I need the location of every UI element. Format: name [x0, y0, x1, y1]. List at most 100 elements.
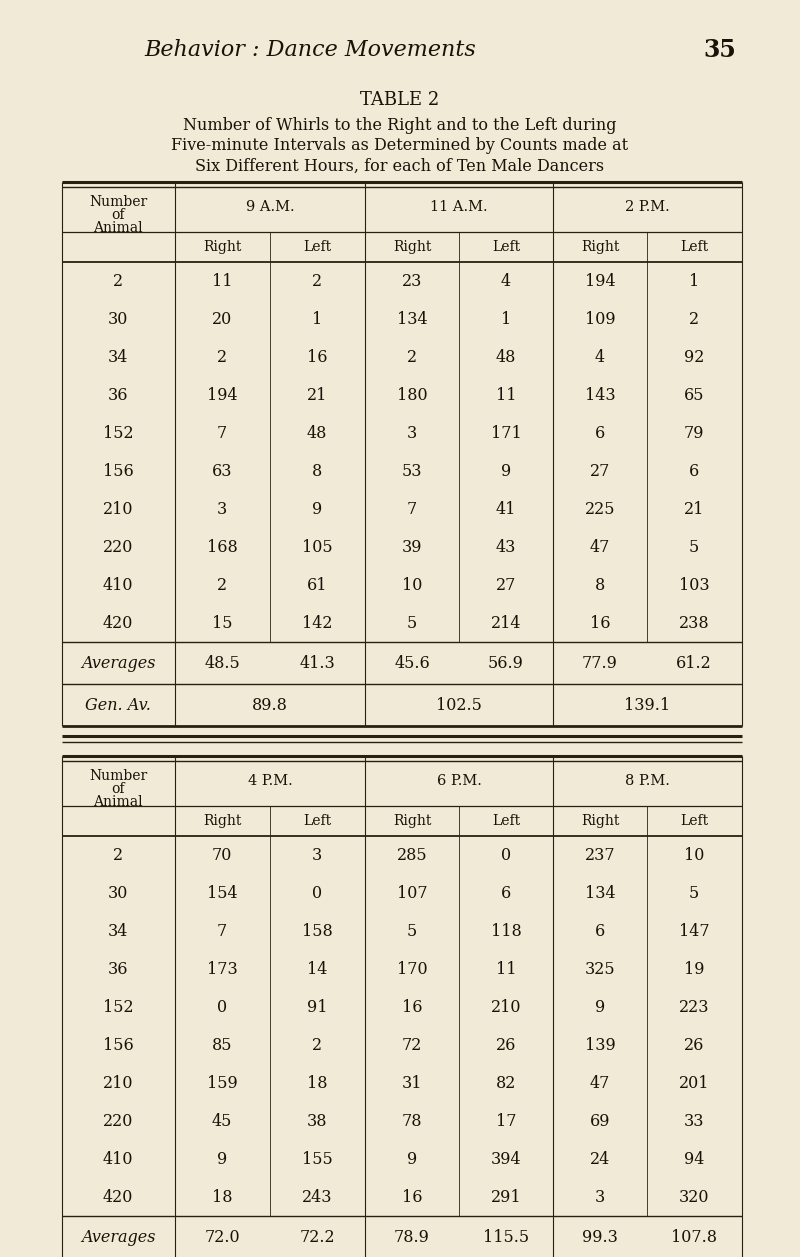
Text: TABLE 2: TABLE 2 [360, 91, 440, 109]
Text: 154: 154 [206, 885, 238, 901]
Text: 103: 103 [678, 577, 710, 593]
Text: 79: 79 [684, 425, 704, 441]
Text: 201: 201 [678, 1075, 710, 1091]
Text: 47: 47 [590, 538, 610, 556]
Text: 2: 2 [217, 577, 227, 593]
Text: 34: 34 [108, 348, 128, 366]
Text: 180: 180 [397, 386, 427, 403]
Text: 48: 48 [307, 425, 327, 441]
Text: Left: Left [303, 815, 331, 828]
Text: 9: 9 [501, 463, 511, 479]
Text: 4: 4 [501, 273, 511, 289]
Text: 3: 3 [407, 425, 417, 441]
Text: 21: 21 [684, 500, 704, 518]
Text: 5: 5 [407, 923, 417, 939]
Text: 2: 2 [113, 273, 123, 289]
Text: Number: Number [89, 195, 147, 209]
Text: 291: 291 [490, 1189, 522, 1205]
Text: 6: 6 [689, 463, 699, 479]
Text: 168: 168 [206, 538, 238, 556]
Text: 11: 11 [496, 960, 516, 978]
Text: 220: 220 [103, 538, 133, 556]
Text: 2 P.M.: 2 P.M. [625, 200, 670, 214]
Text: 8 P.M.: 8 P.M. [625, 774, 670, 788]
Text: 410: 410 [102, 1150, 134, 1168]
Text: 0: 0 [501, 846, 511, 864]
Text: 147: 147 [678, 923, 710, 939]
Text: 243: 243 [302, 1189, 332, 1205]
Text: 134: 134 [397, 310, 427, 328]
Text: Six Different Hours, for each of Ten Male Dancers: Six Different Hours, for each of Ten Mal… [195, 157, 605, 175]
Text: 102.5: 102.5 [436, 696, 482, 714]
Text: 139: 139 [585, 1037, 615, 1053]
Text: 238: 238 [678, 615, 710, 631]
Text: 11: 11 [496, 386, 516, 403]
Text: 26: 26 [684, 1037, 704, 1053]
Text: 48: 48 [496, 348, 516, 366]
Text: 94: 94 [684, 1150, 704, 1168]
Text: Right: Right [203, 240, 241, 254]
Text: 237: 237 [585, 846, 615, 864]
Text: Left: Left [680, 815, 708, 828]
Text: 16: 16 [402, 1189, 422, 1205]
Text: 107: 107 [397, 885, 427, 901]
Text: 23: 23 [402, 273, 422, 289]
Text: 41: 41 [496, 500, 516, 518]
Text: 78.9: 78.9 [394, 1228, 430, 1246]
Text: 61.2: 61.2 [676, 655, 712, 671]
Text: 420: 420 [103, 1189, 133, 1205]
Text: 210: 210 [102, 1075, 134, 1091]
Text: 33: 33 [684, 1112, 704, 1130]
Text: 210: 210 [490, 998, 522, 1016]
Text: 4 P.M.: 4 P.M. [248, 774, 292, 788]
Text: Animal: Animal [93, 221, 143, 235]
Text: 9: 9 [595, 998, 605, 1016]
Text: 43: 43 [496, 538, 516, 556]
Text: 38: 38 [306, 1112, 327, 1130]
Text: 10: 10 [684, 846, 704, 864]
Text: 115.5: 115.5 [483, 1228, 529, 1246]
Text: 394: 394 [490, 1150, 522, 1168]
Text: 1: 1 [312, 310, 322, 328]
Text: 8: 8 [312, 463, 322, 479]
Text: 9 A.M.: 9 A.M. [246, 200, 294, 214]
Text: 10: 10 [402, 577, 422, 593]
Text: Left: Left [492, 815, 520, 828]
Text: 214: 214 [490, 615, 522, 631]
Text: 105: 105 [302, 538, 332, 556]
Text: 6: 6 [501, 885, 511, 901]
Text: 48.5: 48.5 [204, 655, 240, 671]
Text: Averages: Averages [81, 1228, 155, 1246]
Text: 139.1: 139.1 [624, 696, 670, 714]
Text: 159: 159 [206, 1075, 238, 1091]
Text: 9: 9 [312, 500, 322, 518]
Text: 0: 0 [312, 885, 322, 901]
Text: 99.3: 99.3 [582, 1228, 618, 1246]
Text: 325: 325 [585, 960, 615, 978]
Text: of: of [111, 782, 125, 796]
Text: 2: 2 [689, 310, 699, 328]
Text: 8: 8 [595, 577, 605, 593]
Text: 82: 82 [496, 1075, 516, 1091]
Text: 27: 27 [590, 463, 610, 479]
Text: 63: 63 [212, 463, 232, 479]
Text: 194: 194 [206, 386, 238, 403]
Text: Number of Whirls to the Right and to the Left during: Number of Whirls to the Right and to the… [183, 117, 617, 134]
Text: 134: 134 [585, 885, 615, 901]
Text: 173: 173 [206, 960, 238, 978]
Text: 7: 7 [217, 923, 227, 939]
Text: 2: 2 [217, 348, 227, 366]
Text: Right: Right [581, 815, 619, 828]
Text: 107.8: 107.8 [671, 1228, 717, 1246]
Text: 6 P.M.: 6 P.M. [437, 774, 482, 788]
Text: 2: 2 [407, 348, 417, 366]
Text: Left: Left [492, 240, 520, 254]
Text: Behavior : Dance Movements: Behavior : Dance Movements [144, 39, 476, 62]
Text: 89.8: 89.8 [252, 696, 288, 714]
Text: 18: 18 [306, 1075, 327, 1091]
Text: 0: 0 [217, 998, 227, 1016]
Text: 1: 1 [689, 273, 699, 289]
Text: Right: Right [393, 815, 431, 828]
Text: 26: 26 [496, 1037, 516, 1053]
Text: 31: 31 [402, 1075, 422, 1091]
